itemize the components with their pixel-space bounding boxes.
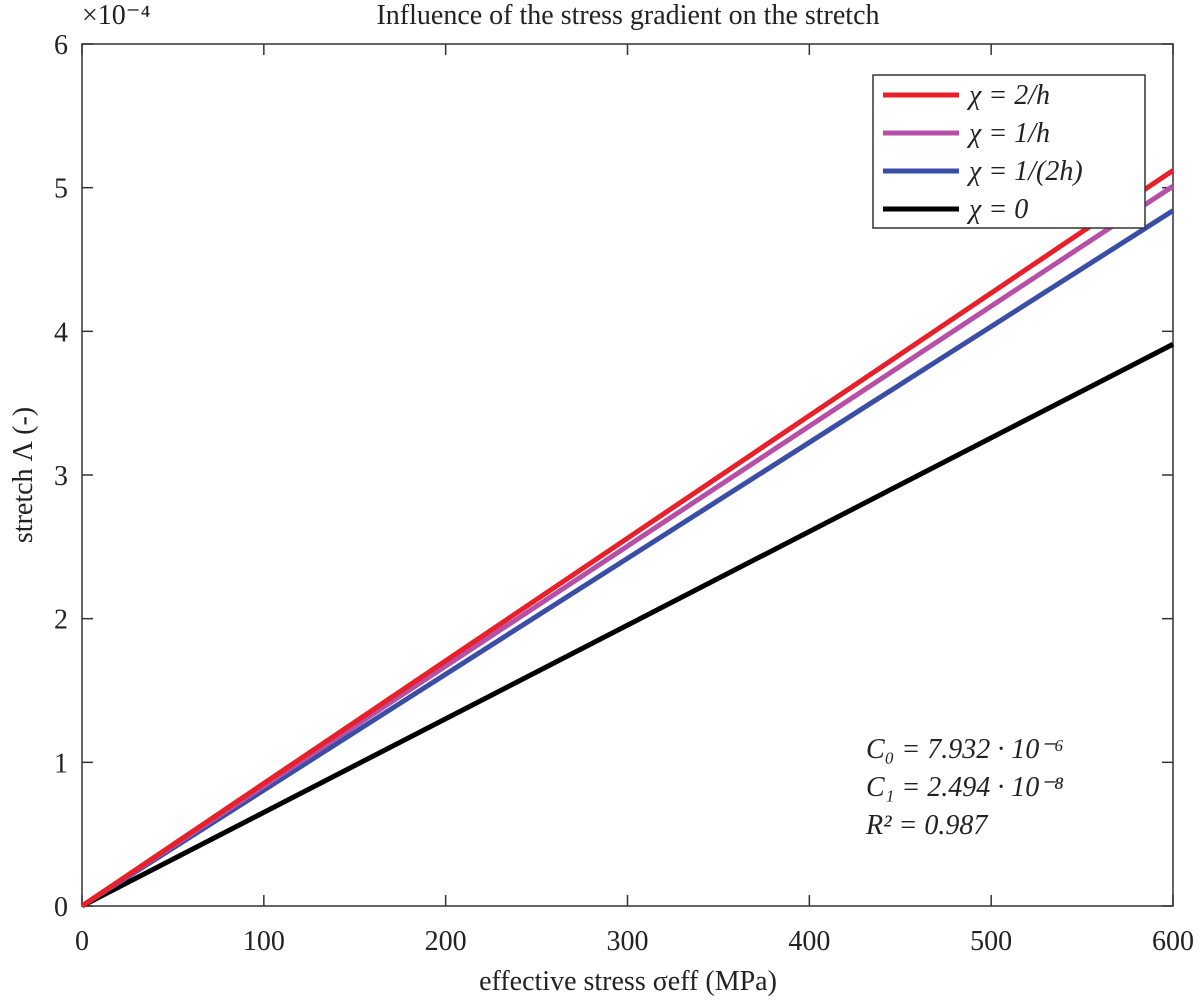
x-axis-label: effective stress σeff (MPa)	[479, 966, 777, 997]
x-tick-label: 100	[243, 926, 285, 957]
y-tick-label: 6	[54, 30, 68, 61]
y-tick-label: 2	[54, 605, 68, 636]
x-tick-label: 200	[425, 926, 467, 957]
series-line	[80, 208, 1175, 909]
series-line	[80, 342, 1175, 909]
annotation: C₁ = 2.494 · 10⁻⁸	[866, 772, 1064, 803]
y-tick-label: 5	[54, 174, 68, 205]
x-tick-label: 0	[75, 926, 89, 957]
y-axis-label: stretch Λ (-)	[8, 407, 39, 543]
y-tick-label: 4	[54, 317, 68, 348]
legend-label: χ = 0	[966, 194, 1028, 225]
legend-label: χ = 1/(2h)	[966, 156, 1083, 187]
legend-label: χ = 1/h	[966, 118, 1050, 149]
y-tick-label: 3	[54, 461, 68, 492]
x-tick-label: 400	[788, 926, 830, 957]
y-multiplier: ×10⁻⁴	[82, 0, 150, 31]
x-tick-label: 500	[970, 926, 1012, 957]
annotation: C₀ = 7.932 · 10⁻⁶	[866, 734, 1064, 765]
chart-title: Influence of the stress gradient on the …	[376, 0, 879, 31]
series-line	[80, 168, 1175, 909]
annotation: R² = 0.987	[865, 810, 988, 841]
x-tick-label: 300	[607, 926, 649, 957]
y-tick-label: 0	[54, 892, 68, 923]
x-tick-label: 600	[1152, 926, 1194, 957]
y-tick-label: 1	[54, 748, 68, 779]
legend-label: χ = 2/h	[966, 80, 1050, 111]
legend-box	[872, 74, 1146, 229]
